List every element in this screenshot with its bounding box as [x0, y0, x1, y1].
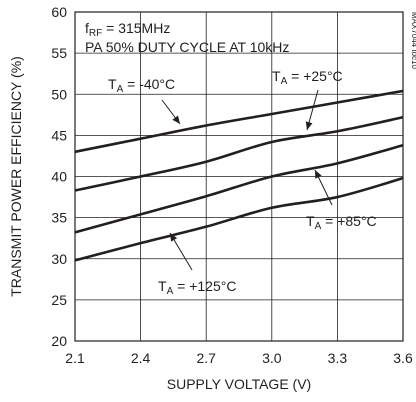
series-line-plus125 [74, 176, 404, 262]
series-label-plus25-rest: = +25°C [287, 68, 342, 84]
y-tick-label: 50 [51, 86, 67, 102]
arrow-plus125 [169, 232, 193, 271]
y-tick-label: 55 [51, 45, 67, 61]
series-line-plus25 [74, 116, 404, 192]
series-label-minus40-text: TA = -40°C [108, 76, 175, 95]
frequency-annotation-sub: RF [89, 28, 102, 39]
series-label-plus125-main: T [158, 278, 167, 294]
series-label-plus125: TA = +125°C [158, 278, 236, 297]
series-label-minus40-main: T [108, 76, 117, 92]
y-tick-label: 45 [51, 127, 67, 143]
y-tick-label: 25 [51, 292, 67, 308]
plot-frame [74, 11, 404, 342]
series-label-minus40: TA = -40°C [108, 76, 175, 95]
x-tick-label: 3.3 [328, 350, 348, 366]
series-label-plus85-rest: = +85°C [321, 213, 376, 229]
x-tick-label: 3.0 [262, 350, 282, 366]
y-tick-labels: 20 25 30 35 40 45 50 55 60 [51, 4, 67, 349]
series-label-plus25-main: T [272, 68, 281, 84]
x-tick-label: 2.1 [65, 350, 85, 366]
series-label-plus85-text: TA = +85°C [306, 213, 377, 232]
x-tick-label: 2.4 [131, 350, 151, 366]
duty-cycle-annotation: PA 50% DUTY CYCLE AT 10kHz [85, 39, 289, 55]
series-label-plus125-text: TA = +125°C [158, 278, 236, 297]
y-tick-label: 35 [51, 210, 67, 226]
series-label-plus85-sub: A [315, 221, 322, 232]
series-label-plus25: TA = +25°C [272, 68, 343, 87]
series-lines [74, 89, 404, 262]
series-label-plus85-main: T [306, 213, 315, 229]
series-label-minus40-rest: = -40°C [123, 76, 175, 92]
arrow-plus25 [305, 89, 319, 131]
series-label-plus125-sub: A [167, 286, 174, 297]
series-line-plus85 [74, 143, 404, 234]
series-label-minus40-sub: A [117, 84, 124, 95]
x-tick-label: 2.7 [196, 350, 216, 366]
arrow-plus85 [314, 169, 333, 206]
frequency-annotation: fRF = 315MHz [85, 20, 170, 39]
series-label-plus85: TA = +85°C [306, 213, 377, 232]
x-axis-label: SUPPLY VOLTAGE (V) [167, 376, 311, 392]
y-tick-label: 60 [51, 4, 67, 20]
series-line-minus40 [74, 89, 404, 154]
series-label-plus125-rest: = +125°C [173, 278, 236, 294]
series-label-plus25-sub: A [281, 76, 288, 87]
x-tick-label: 3.6 [393, 350, 413, 366]
y-tick-label: 30 [51, 251, 67, 267]
frequency-annotation-rest: = 315MHz [102, 20, 170, 36]
grid [74, 11, 404, 342]
y-tick-label: 20 [51, 333, 67, 349]
x-tick-labels: 2.1 2.4 2.7 3.0 3.3 3.6 [65, 350, 413, 366]
frequency-annotation-main: f [85, 20, 89, 36]
y-tick-label: 40 [51, 169, 67, 185]
series-label-plus25-text: TA = +25°C [272, 68, 343, 87]
arrow-minus40 [161, 99, 181, 125]
label-arrows [161, 89, 333, 271]
y-axis-label: TRANSMIT POWER EFFICIENCY (%) [8, 56, 24, 297]
chart-id-label: MAX7044 toc10 [410, 12, 416, 69]
